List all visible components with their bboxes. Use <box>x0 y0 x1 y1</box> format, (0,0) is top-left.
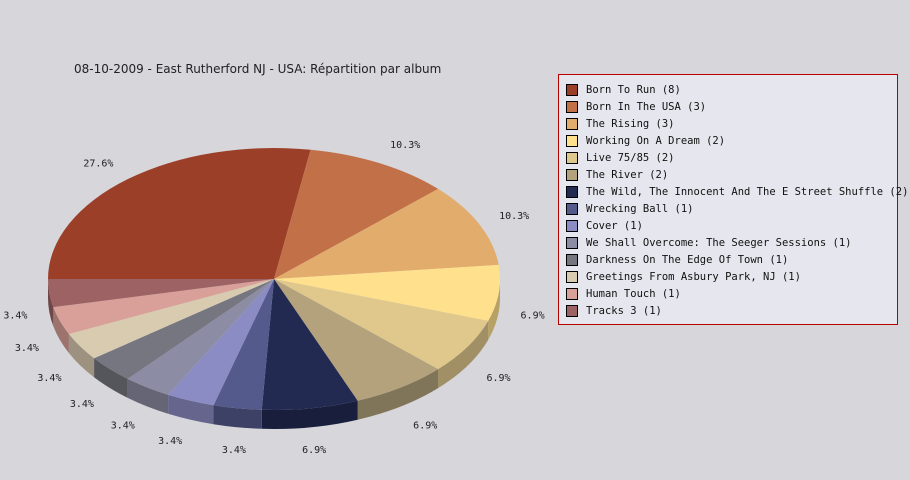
legend-item-tracks-3: Tracks 3 (1) <box>566 304 662 318</box>
legend-label: Human Touch (1) <box>586 288 681 300</box>
legend-label: We Shall Overcome: The Seeger Sessions (… <box>586 237 852 249</box>
legend-label: Tracks 3 (1) <box>586 305 662 317</box>
chart-legend: Born To Run (8) Born In The USA (3) The Ri… <box>558 74 908 325</box>
pie-side-we-shall-overcome-the-seeger-sessions <box>127 378 169 414</box>
legend-item-darkness-on-the-edge-of-town: Darkness On The Edge Of Town (1) <box>566 253 788 267</box>
legend-swatch <box>566 186 578 198</box>
legend-swatch <box>566 288 578 300</box>
pie-side-wrecking-ball <box>213 405 262 429</box>
legend-item-the-rising: The Rising (3) <box>566 117 675 131</box>
legend-swatch <box>566 118 578 130</box>
legend-label: Born To Run (8) <box>586 84 681 96</box>
pie-side-tracks-3 <box>48 279 54 327</box>
legend-swatch <box>566 305 578 317</box>
pie-slice-live-75-85 <box>274 279 489 370</box>
legend-item-the-river: The River (2) <box>566 168 668 182</box>
pie-slice-the-rising <box>274 188 499 279</box>
pie-side-the-wild-the-innocent-and-the-e-street-shuffle <box>261 400 358 429</box>
legend-label: Greetings From Asbury Park, NJ (1) <box>586 271 801 283</box>
legend-label: The River (2) <box>586 169 669 181</box>
pie-slice-working-on-a-dream <box>274 264 500 321</box>
chart-title: 08-10-2009 - East Rutherford NJ - USA: R… <box>74 62 442 76</box>
legend-swatch <box>566 84 578 96</box>
pct-label-born-to-run: 27.6% <box>83 158 113 169</box>
legend-label: Working On A Dream (2) <box>586 135 726 147</box>
pie-side-darkness-on-the-edge-of-town <box>94 358 128 398</box>
pie-sides <box>48 279 500 429</box>
legend-label: The Rising (3) <box>586 118 675 130</box>
pct-label-we-shall-overcome-the-seeger-sessions: 3.4% <box>111 421 135 432</box>
pie-slice-we-shall-overcome-the-seeger-sessions <box>127 279 274 395</box>
legend-item-wrecking-ball: Wrecking Ball (1) <box>566 202 693 216</box>
pct-label-live-75-85: 6.9% <box>487 373 511 384</box>
pie-side-working-on-a-dream <box>488 279 500 340</box>
legend-item-cover: Cover (1) <box>566 219 643 233</box>
legend-item-the-wild-the-innocent-and-the-e-street-shuffle: The Wild, The Innocent And The E Street … <box>566 185 908 199</box>
pct-label-tracks-3: 3.4% <box>3 311 27 322</box>
pct-label-the-wild-the-innocent-and-the-e-street-shuffle: 6.9% <box>302 445 326 456</box>
pct-label-human-touch: 3.4% <box>15 343 39 354</box>
legend-item-human-touch: Human Touch (1) <box>566 287 681 301</box>
pie-slice-tracks-3 <box>48 279 274 308</box>
legend-swatch <box>566 169 578 181</box>
legend-item-working-on-a-dream: Working On A Dream (2) <box>566 134 725 148</box>
pie-slice-cover <box>168 279 274 406</box>
pie-slice-darkness-on-the-edge-of-town <box>94 279 274 379</box>
pie-side-greetings-from-asbury-park-nj <box>68 334 95 378</box>
pie-side-human-touch <box>53 307 69 354</box>
legend-swatch <box>566 101 578 113</box>
pie-slice-wrecking-ball <box>213 279 274 410</box>
pie-slice-greetings-from-asbury-park-nj <box>68 279 274 359</box>
legend-label: Wrecking Ball (1) <box>586 203 694 215</box>
legend-label: Cover (1) <box>586 220 643 232</box>
pct-label-greetings-from-asbury-park-nj: 3.4% <box>37 373 61 384</box>
pie-slice-human-touch <box>53 279 275 335</box>
pie-slice-born-to-run <box>48 147 311 279</box>
legend-swatch <box>566 254 578 266</box>
legend-label: Darkness On The Edge Of Town (1) <box>586 254 789 266</box>
pct-label-working-on-a-dream: 6.9% <box>521 311 545 322</box>
legend-swatch <box>566 220 578 232</box>
pie-side-cover <box>168 394 214 425</box>
pie-side-live-75-85 <box>438 320 489 389</box>
pie-side-the-river <box>357 369 439 420</box>
legend-swatch <box>566 237 578 249</box>
legend-item-born-to-run: Born To Run (8) <box>566 83 681 97</box>
pie-labels: 27.6% 10.3% 10.3% 6.9% 6.9% 6.9% 6.9% 3.4% 3.4% 3… <box>3 140 544 456</box>
legend-item-born-in-the-usa: Born In The USA (3) <box>566 100 706 114</box>
pie-tops <box>48 147 500 410</box>
pct-label-wrecking-ball: 3.4% <box>222 445 246 456</box>
pct-label-cover: 3.4% <box>158 436 182 447</box>
pct-label-the-rising: 10.3% <box>499 211 529 222</box>
legend-item-greetings-from-asbury-park-nj: Greetings From Asbury Park, NJ (1) <box>566 270 801 284</box>
legend-item-live-75-85: Live 75/85 (2) <box>566 151 675 165</box>
legend-item-we-shall-overcome-the-seeger-sessions: We Shall Overcome: The Seeger Sessions (… <box>566 236 852 250</box>
pct-label-born-in-the-usa: 10.3% <box>390 140 420 151</box>
legend-swatch <box>566 271 578 283</box>
pie-slice-born-in-the-usa <box>274 149 439 279</box>
legend-label: The Wild, The Innocent And The E Street … <box>586 186 909 198</box>
legend-swatch <box>566 203 578 215</box>
legend-swatch <box>566 152 578 164</box>
legend-label: Live 75/85 (2) <box>586 152 675 164</box>
pie-slice-the-wild-the-innocent-and-the-e-street-shuffle <box>261 279 358 410</box>
pie-slice-the-river <box>274 279 439 401</box>
legend-swatch <box>566 135 578 147</box>
pct-label-the-river: 6.9% <box>413 421 437 432</box>
legend-label: Born In The USA (3) <box>586 101 707 113</box>
pct-label-darkness-on-the-edge-of-town: 3.4% <box>70 399 94 410</box>
